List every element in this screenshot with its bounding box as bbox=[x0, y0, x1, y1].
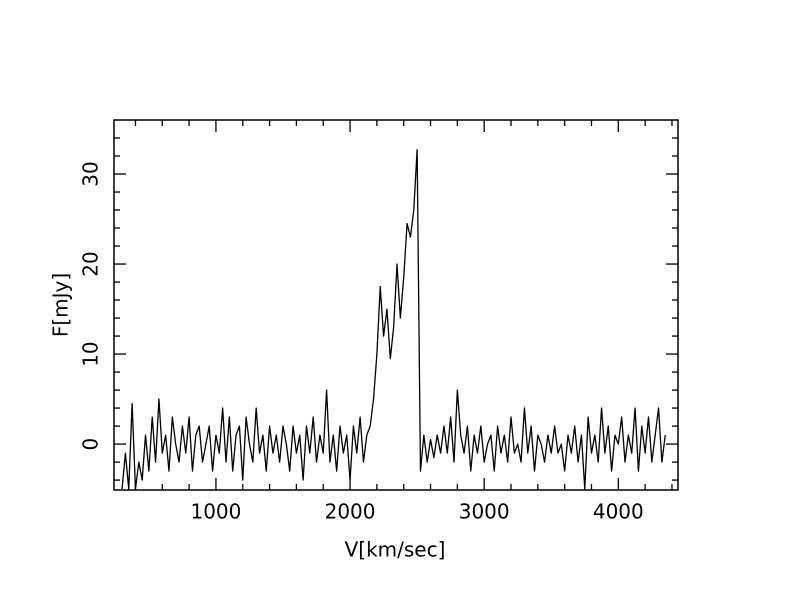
x-tick-label: 3000 bbox=[459, 500, 510, 524]
x-tick-label: 4000 bbox=[593, 500, 644, 524]
y-tick-label: 20 bbox=[79, 251, 103, 276]
spectrum-line bbox=[121, 149, 666, 490]
x-tick-label: 1000 bbox=[190, 500, 241, 524]
plot-frame bbox=[113, 119, 679, 491]
x-axis-label: V[km/sec] bbox=[345, 538, 446, 562]
y-tick-label: 30 bbox=[79, 161, 103, 186]
x-tick-label: 2000 bbox=[325, 500, 376, 524]
plot-area bbox=[121, 149, 666, 490]
y-axis-label: F[mJy] bbox=[49, 273, 73, 337]
y-tick-label: 10 bbox=[79, 341, 103, 366]
y-tick-label: 0 bbox=[79, 438, 103, 451]
